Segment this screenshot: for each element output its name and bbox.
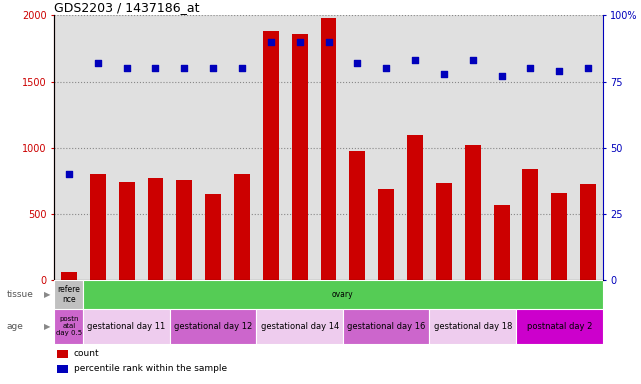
Text: count: count bbox=[74, 349, 99, 358]
Bar bbox=[522, 169, 538, 280]
Point bbox=[122, 65, 132, 71]
Text: ▶: ▶ bbox=[44, 290, 50, 299]
Bar bbox=[256, 309, 343, 344]
Text: ▶: ▶ bbox=[44, 322, 50, 331]
Point bbox=[208, 65, 218, 71]
Point bbox=[496, 73, 506, 79]
Bar bbox=[176, 180, 192, 280]
Bar bbox=[170, 309, 256, 344]
Point bbox=[381, 65, 391, 71]
Bar bbox=[551, 193, 567, 280]
Bar bbox=[516, 309, 603, 344]
Point bbox=[179, 65, 190, 71]
Bar bbox=[83, 309, 170, 344]
Point bbox=[93, 60, 103, 66]
Bar bbox=[263, 31, 279, 280]
Text: GDS2203 / 1437186_at: GDS2203 / 1437186_at bbox=[54, 1, 200, 14]
Point bbox=[438, 71, 449, 77]
Bar bbox=[494, 205, 510, 280]
Bar bbox=[57, 349, 68, 358]
Point bbox=[64, 171, 74, 177]
Bar bbox=[378, 189, 394, 280]
Text: gestational day 18: gestational day 18 bbox=[433, 322, 512, 331]
Point bbox=[410, 57, 420, 63]
Bar bbox=[343, 309, 429, 344]
Bar bbox=[205, 194, 221, 280]
Bar bbox=[90, 174, 106, 280]
Bar bbox=[54, 309, 83, 344]
Text: tissue: tissue bbox=[6, 290, 33, 299]
Text: refere
nce: refere nce bbox=[58, 285, 80, 305]
Point bbox=[237, 65, 247, 71]
Bar bbox=[54, 280, 83, 309]
Bar bbox=[57, 365, 68, 373]
Text: ovary: ovary bbox=[332, 290, 354, 299]
Text: postn
atal
day 0.5: postn atal day 0.5 bbox=[56, 316, 82, 336]
Text: gestational day 12: gestational day 12 bbox=[174, 322, 253, 331]
Text: postnatal day 2: postnatal day 2 bbox=[527, 322, 592, 331]
Bar bbox=[320, 18, 337, 280]
Point bbox=[323, 39, 333, 45]
Bar bbox=[292, 34, 308, 280]
Point bbox=[525, 65, 535, 71]
Bar bbox=[580, 184, 596, 280]
Bar bbox=[234, 174, 250, 280]
Text: gestational day 14: gestational day 14 bbox=[260, 322, 339, 331]
Text: gestational day 11: gestational day 11 bbox=[87, 322, 166, 331]
Bar bbox=[429, 309, 516, 344]
Point bbox=[353, 60, 363, 66]
Text: gestational day 16: gestational day 16 bbox=[347, 322, 426, 331]
Bar bbox=[349, 151, 365, 280]
Point bbox=[554, 68, 564, 74]
Point bbox=[583, 65, 594, 71]
Point bbox=[150, 65, 160, 71]
Point bbox=[265, 39, 276, 45]
Bar bbox=[119, 182, 135, 280]
Bar bbox=[436, 183, 452, 280]
Bar bbox=[147, 178, 163, 280]
Bar bbox=[407, 135, 423, 280]
Text: percentile rank within the sample: percentile rank within the sample bbox=[74, 364, 227, 373]
Bar bbox=[61, 272, 77, 280]
Point bbox=[467, 57, 478, 63]
Text: age: age bbox=[6, 322, 23, 331]
Point bbox=[294, 39, 305, 45]
Bar bbox=[465, 145, 481, 280]
